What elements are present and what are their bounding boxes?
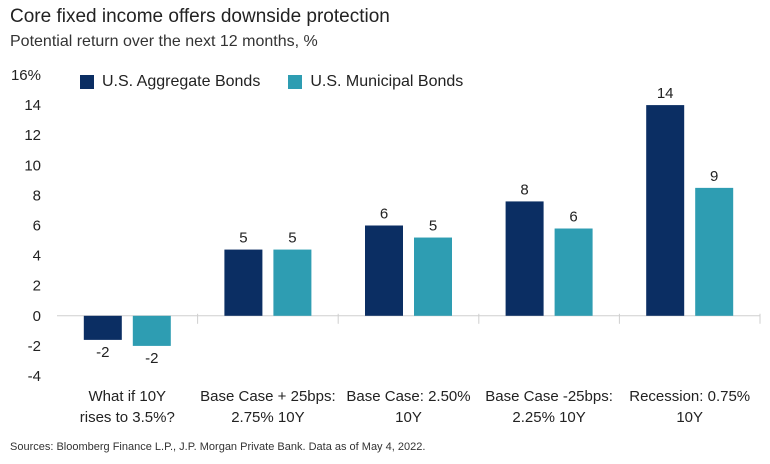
data-label: 9 bbox=[710, 168, 718, 185]
data-label: 5 bbox=[288, 230, 296, 247]
bar-municipal bbox=[414, 237, 452, 316]
x-category-label: What if 10Y bbox=[89, 388, 167, 405]
x-category-label: Recession: 0.75% bbox=[629, 388, 750, 405]
data-label: 6 bbox=[569, 209, 577, 226]
y-tick-label: 10 bbox=[24, 157, 41, 174]
y-tick-label: 2 bbox=[33, 278, 41, 295]
source-note: Sources: Bloomberg Finance L.P., J.P. Mo… bbox=[10, 441, 426, 453]
bar-municipal bbox=[132, 315, 171, 346]
chart-subtitle: Potential return over the next 12 months… bbox=[10, 33, 318, 50]
bar-aggregate bbox=[646, 105, 685, 316]
bar-aggregate bbox=[365, 225, 403, 316]
bar-aggregate bbox=[505, 201, 544, 316]
data-label: -2 bbox=[96, 344, 109, 361]
y-tick-label: 6 bbox=[33, 218, 41, 235]
y-tick-label: 0 bbox=[33, 308, 41, 325]
bar-aggregate bbox=[83, 315, 122, 340]
y-tick-label: 14 bbox=[24, 97, 41, 114]
y-tick-label: 16% bbox=[11, 67, 41, 84]
x-category-label: Base Case -25bps: bbox=[485, 388, 613, 405]
y-tick-label: 12 bbox=[24, 127, 41, 144]
y-tick-label: -4 bbox=[28, 368, 41, 385]
x-category-label: 10Y bbox=[676, 409, 703, 426]
data-label: 5 bbox=[239, 230, 247, 247]
x-category-label: 10Y bbox=[395, 409, 422, 426]
data-label: 14 bbox=[657, 85, 674, 102]
y-tick-label: 4 bbox=[33, 248, 41, 265]
bar-aggregate bbox=[224, 249, 263, 316]
data-label: 6 bbox=[380, 206, 388, 223]
x-category-label: 2.75% 10Y bbox=[231, 409, 304, 426]
x-category-label: Base Case + 25bps: bbox=[200, 388, 336, 405]
legend-item-municipal: U.S. Municipal Bonds bbox=[288, 73, 463, 91]
data-label: 5 bbox=[429, 218, 437, 235]
legend-swatch-municipal bbox=[288, 75, 303, 89]
data-label: -2 bbox=[145, 350, 158, 367]
y-tick-label: 8 bbox=[33, 187, 41, 204]
bar-municipal bbox=[554, 228, 593, 316]
x-category-label: Base Case: 2.50% bbox=[346, 388, 470, 405]
x-category-label: rises to 3.5%? bbox=[80, 409, 175, 426]
bar-municipal bbox=[273, 249, 312, 316]
legend-swatch-aggregate bbox=[80, 75, 94, 89]
legend-item-aggregate: U.S. Aggregate Bonds bbox=[80, 73, 260, 91]
legend: U.S. Aggregate Bonds U.S. Municipal Bond… bbox=[80, 73, 491, 91]
chart-title: Core fixed income offers downside protec… bbox=[10, 6, 390, 27]
legend-label-municipal: U.S. Municipal Bonds bbox=[310, 73, 464, 90]
legend-label-aggregate: U.S. Aggregate Bonds bbox=[102, 73, 261, 90]
bar-municipal bbox=[695, 187, 734, 316]
y-tick-label: -2 bbox=[28, 338, 41, 355]
data-label: 8 bbox=[520, 181, 528, 198]
x-category-label: 2.25% 10Y bbox=[512, 409, 585, 426]
